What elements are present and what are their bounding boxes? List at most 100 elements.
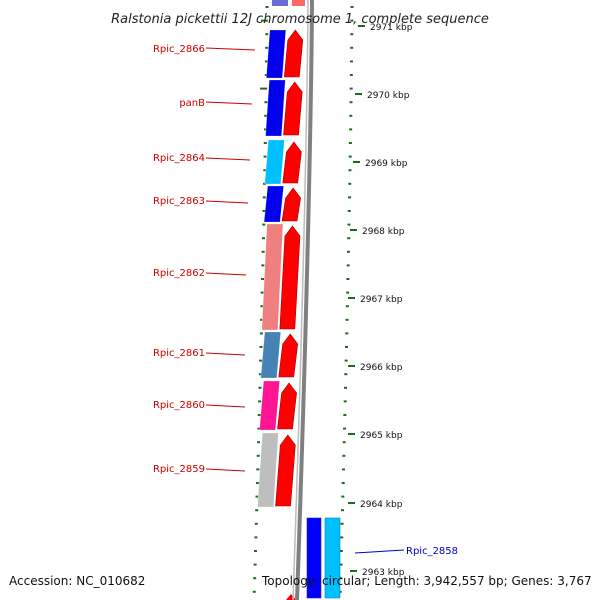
inner-tick	[262, 196, 266, 199]
accession-text: Accession: NC_010682	[9, 574, 146, 588]
kbp-label: 2966 kbp	[360, 363, 403, 373]
gene-block-Rpic_2862	[261, 223, 284, 331]
inner-tick	[261, 264, 265, 267]
orf-arrow	[279, 225, 301, 330]
gene-label: Rpic_2858	[406, 546, 458, 557]
reverse-strand-track	[306, 517, 341, 599]
outer-tick	[349, 74, 353, 76]
outer-tick	[340, 536, 344, 539]
outer-tick	[340, 522, 344, 525]
inner-tick	[261, 250, 265, 253]
outer-tick	[345, 305, 349, 308]
kbp-label: 2964 kbp	[360, 500, 403, 510]
inner-tick	[263, 155, 267, 158]
outer-tick	[344, 373, 348, 376]
outer-tick	[347, 196, 351, 199]
leader-line	[205, 47, 256, 51]
kbp-label: 2968 kbp	[362, 227, 405, 237]
outer-tick	[349, 101, 353, 104]
gene-block-Rpic_2863	[263, 185, 285, 223]
leader-line	[205, 468, 246, 472]
leader-line	[205, 404, 246, 408]
inner-tick	[257, 427, 261, 430]
inner-tick	[256, 454, 260, 457]
inner-tick	[254, 522, 258, 525]
outer-tick	[343, 400, 347, 403]
outer-tick	[339, 550, 343, 552]
gene-label: Rpic_2859	[153, 464, 205, 475]
orf-arrow-fragment	[292, 0, 305, 6]
chromosome-backbone	[292, 0, 314, 600]
inner-tick	[263, 169, 267, 172]
orf-arrow	[278, 333, 299, 378]
inner-tick	[265, 6, 269, 8]
major-tick	[355, 93, 362, 95]
outer-tick	[350, 60, 354, 63]
outer-tick	[345, 318, 349, 321]
outer-tick	[347, 237, 351, 240]
inner-tick	[260, 318, 264, 321]
inner-tick	[263, 128, 267, 131]
outer-tick	[341, 482, 345, 484]
tick-marks-inner	[252, 6, 269, 593]
leader-line	[205, 101, 253, 105]
kbp-label: 2967 kbp	[360, 295, 403, 305]
inner-tick	[252, 590, 256, 593]
inner-tick	[260, 291, 264, 294]
outer-tick	[342, 454, 346, 457]
inner-tick	[262, 210, 266, 212]
backbone-line-inner	[292, 0, 309, 600]
orf-arrow	[275, 434, 296, 507]
outer-tick	[346, 278, 350, 280]
inner-tick	[255, 495, 259, 498]
outer-tick	[345, 332, 349, 335]
orf-arrow-track	[275, 0, 305, 600]
major-tick	[348, 433, 355, 435]
tick-marks-outer	[338, 6, 354, 593]
kbp-scale-labels: 2971 kbp 2970 kbp 2969 kbp 2968 kbp 2967 kbp…	[348, 23, 413, 578]
outer-tick	[350, 19, 354, 22]
gene-label: Rpic_2863	[153, 196, 205, 207]
gene-block-Rpic_2864	[264, 139, 285, 185]
gene-label: Rpic_2862	[153, 268, 205, 279]
inner-tick	[264, 114, 268, 117]
outer-tick	[342, 468, 346, 471]
outer-tick	[340, 509, 344, 512]
leader-line	[354, 549, 405, 554]
outer-tick	[346, 250, 350, 253]
orf-arrow	[283, 81, 303, 136]
outer-tick	[350, 6, 354, 8]
outer-tick	[346, 291, 350, 294]
kbp-label: 2971 kbp	[370, 23, 413, 33]
outer-tick	[341, 495, 345, 498]
kbp-label: 2970 kbp	[367, 91, 410, 101]
orf-arrow	[277, 382, 297, 430]
outer-tick	[349, 87, 353, 90]
outer-tick	[348, 182, 352, 185]
inner-tick	[261, 278, 265, 280]
leader-line	[205, 272, 247, 276]
outer-tick	[346, 264, 350, 267]
gene-block-panB	[265, 79, 286, 137]
inner-tick	[263, 142, 267, 144]
map-title: Ralstonia pickettii 12J chromosome 1, co…	[111, 12, 489, 27]
inner-tick	[257, 441, 261, 444]
outer-tick	[339, 577, 343, 580]
inner-tick	[261, 237, 265, 240]
orf-arrow	[283, 29, 304, 78]
gene-block-Rpic_2861	[260, 331, 282, 379]
outer-tick	[342, 441, 346, 444]
outer-tick	[350, 46, 354, 49]
gene-block-Rpic_2866	[265, 29, 287, 79]
inner-tick	[259, 346, 263, 348]
inner-tick	[264, 60, 268, 63]
gene-label: Rpic_2861	[153, 348, 205, 359]
inner-tick	[260, 305, 264, 308]
leader-line	[205, 157, 251, 161]
inner-tick	[262, 223, 266, 226]
inner-tick	[264, 101, 268, 104]
outer-tick	[348, 142, 352, 144]
major-tick	[348, 365, 355, 367]
inner-tick	[256, 468, 260, 471]
topology-text: Topology: circular; Length: 3,942,557 bp…	[262, 574, 592, 588]
